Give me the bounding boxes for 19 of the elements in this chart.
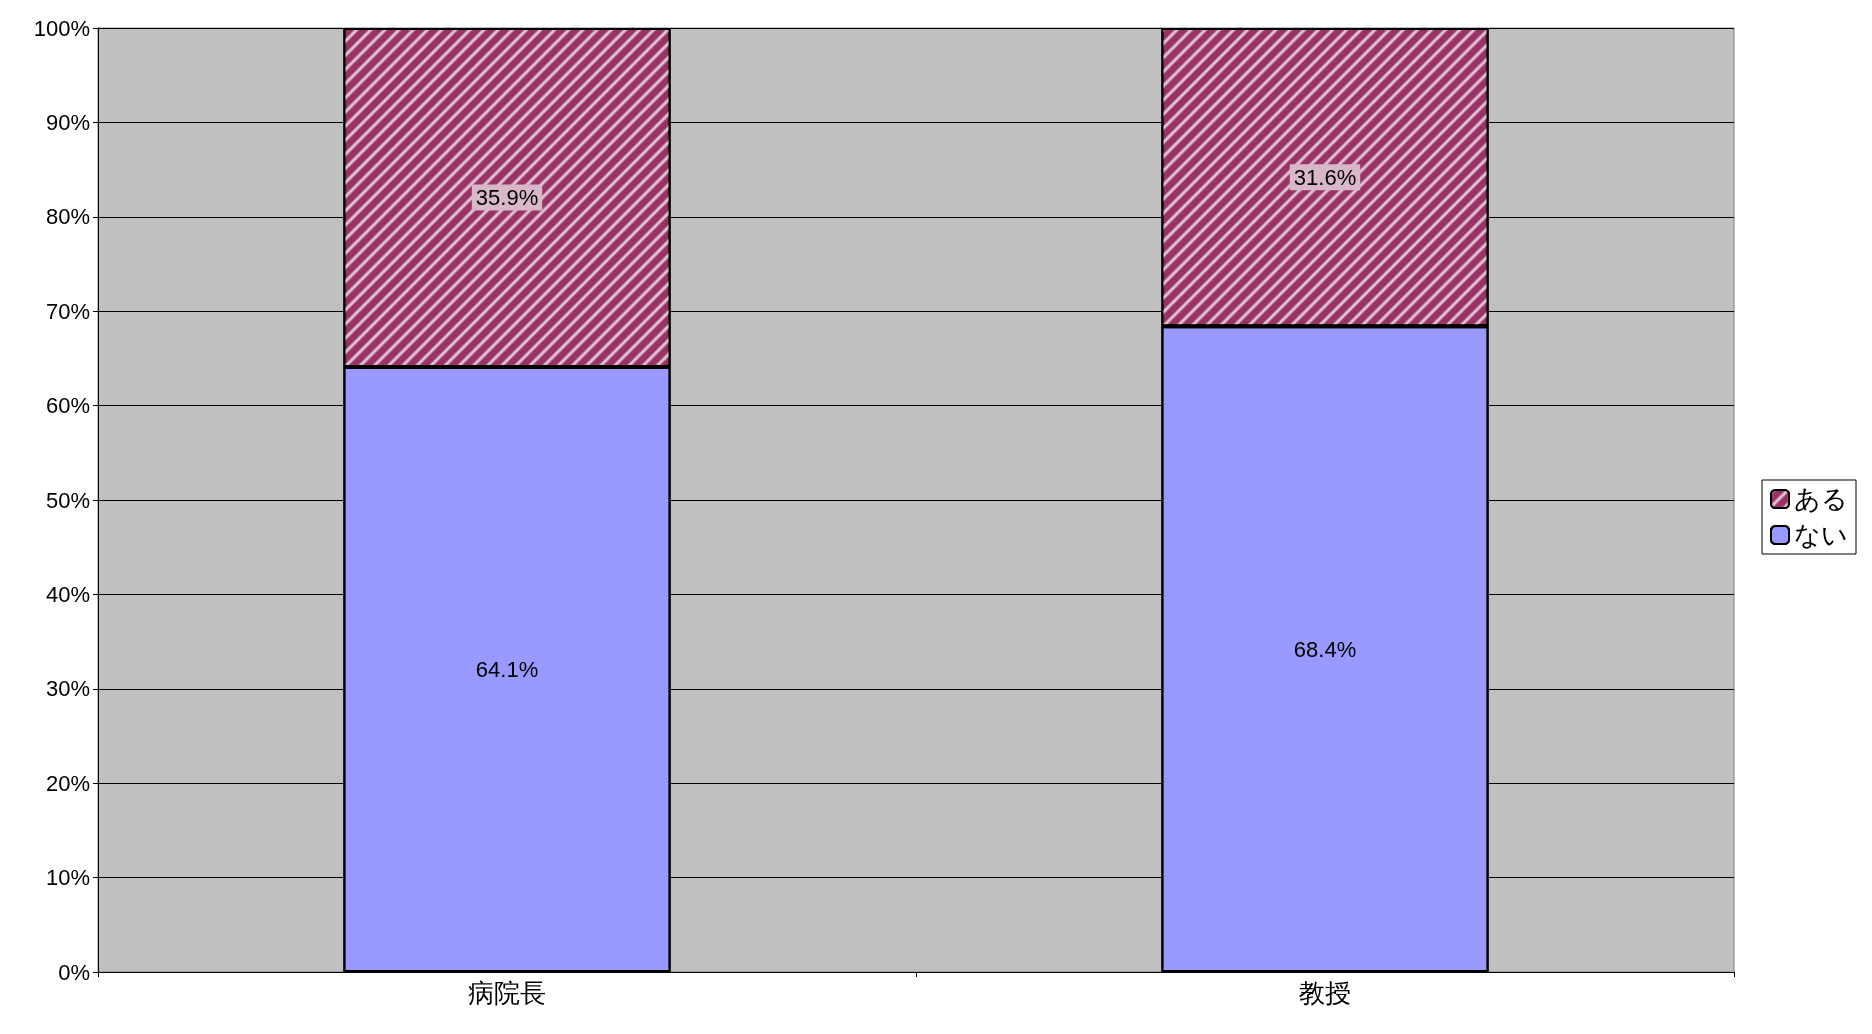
data-label: 31.6% bbox=[1293, 164, 1357, 190]
y-tick-label: 40% bbox=[45, 581, 90, 607]
y-tick-label: 70% bbox=[45, 298, 90, 324]
y-tick-label: 80% bbox=[45, 204, 90, 230]
y-tick-label: 90% bbox=[45, 109, 90, 135]
data-label: 35.9% bbox=[475, 184, 539, 210]
y-tick-label: 60% bbox=[45, 393, 90, 419]
data-label: 68.4% bbox=[1293, 636, 1357, 662]
y-tick-label: 100% bbox=[33, 15, 90, 41]
y-tick-label: 0% bbox=[58, 959, 90, 985]
y-tick-label: 50% bbox=[45, 487, 90, 513]
y-tick-label: 30% bbox=[45, 676, 90, 702]
y-tick-label: 10% bbox=[45, 865, 90, 891]
legend-label: ある bbox=[1794, 484, 1848, 514]
y-tick-label: 20% bbox=[45, 770, 90, 796]
x-tick-label: 教授 bbox=[1299, 978, 1351, 1008]
x-tick-label: 病院長 bbox=[468, 978, 546, 1008]
data-label: 64.1% bbox=[475, 656, 539, 682]
legend-label: ない bbox=[1794, 520, 1848, 550]
